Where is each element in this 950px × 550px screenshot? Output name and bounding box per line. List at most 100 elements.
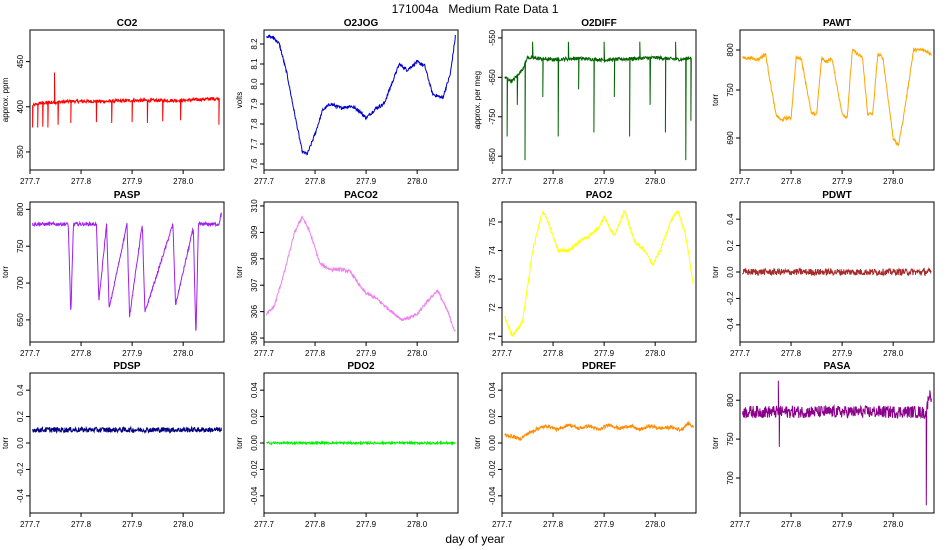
x-tick-label: 277.7: [730, 349, 751, 358]
plot-frame: [29, 372, 225, 514]
chart-title: PDSP: [113, 361, 141, 372]
x-tick-label: 277.8: [781, 520, 802, 529]
y-tick-label: 750: [16, 239, 25, 253]
x-tick-label: 277.8: [71, 177, 92, 186]
x-tick-label: 277.9: [594, 520, 615, 529]
y-tick-label: 8.1: [250, 58, 259, 70]
y-tick-label: 0.2: [726, 239, 735, 251]
series-line-pao2: [504, 209, 694, 338]
y-tick-label: -0.02: [250, 460, 259, 479]
plot-frame: [263, 201, 459, 343]
series-line-pdsp: [32, 425, 222, 435]
y-tick-label: -0.04: [488, 486, 497, 505]
x-tick-label: 277.9: [832, 349, 853, 358]
chart-panel-pao2: PAO2 torr 71 72 73 74 75 277.7 277.8 277.9 278.0: [473, 190, 697, 358]
chart-title: PASP: [114, 190, 141, 201]
plot-frame: [739, 29, 935, 171]
chart-title: CO2: [117, 18, 138, 29]
x-tick-label: 277.9: [832, 177, 853, 186]
y-tick-label: 8.2: [250, 38, 259, 50]
y-tick-label: 400: [16, 100, 25, 114]
y-tick-label: 0.02: [488, 408, 497, 424]
chart-title: PDREF: [582, 361, 616, 372]
x-tick-label: 277.7: [20, 349, 41, 358]
y-tick-label: -0.4: [726, 317, 735, 331]
x-tick-label: 277.7: [254, 349, 275, 358]
y-tick-label: 306: [250, 304, 259, 318]
y-tick-label: 0.4: [726, 213, 735, 225]
y-tick-label: 72: [488, 303, 497, 312]
plot-frame: [29, 201, 225, 343]
series-line-pdo2: [266, 440, 456, 446]
x-tick-label: 277.7: [20, 177, 41, 186]
x-tick-label: 278.0: [407, 177, 428, 186]
x-tick-label: 277.9: [356, 349, 377, 358]
x-tick-label: 277.9: [356, 177, 377, 186]
chart-panel-pdo2: PDO2 torr -0.04 -0.02 0.00 0.02 0.04 277.7 277.8…: [235, 361, 459, 529]
y-tick-label: 0.0: [16, 437, 25, 449]
x-tick-label: 278.0: [645, 349, 666, 358]
series-line-o2jog: [266, 33, 456, 156]
y-tick-label: 800: [726, 43, 735, 57]
y-tick-label: 750: [726, 83, 735, 97]
x-tick-label: 278.0: [883, 177, 904, 186]
x-tick-label: 277.9: [122, 177, 143, 186]
x-tick-label: 278.0: [173, 520, 194, 529]
series-line-pawt: [742, 47, 932, 147]
y-tick-label: 800: [726, 393, 735, 407]
chart-panel-pdref: PDREF torr -0.04 -0.02 0.00 0.02 0.04 277.7 277.…: [473, 361, 697, 529]
series-line-pasa: [742, 380, 932, 506]
y-axis-label: torr: [235, 266, 244, 278]
y-tick-label: 750: [726, 432, 735, 446]
plot-frame: [263, 29, 459, 171]
y-tick-label: 350: [16, 145, 25, 159]
y-tick-label: -0.4: [16, 488, 25, 502]
y-tick-label: 700: [16, 276, 25, 290]
x-tick-label: 277.7: [20, 520, 41, 529]
y-tick-label: 7.8: [250, 118, 259, 130]
y-axis-label: torr: [473, 437, 482, 449]
chart-panel-pdwt: PDWT torr -0.4 -0.2 0.0 0.2 0.4 277.7 277.8 277.9…: [711, 190, 935, 358]
y-tick-label: 73: [488, 274, 497, 283]
y-tick-label: -650: [488, 69, 497, 86]
plot-frame: [501, 29, 697, 171]
y-tick-label: -0.02: [488, 460, 497, 479]
x-tick-label: 278.0: [883, 349, 904, 358]
chart-panel-pdsp: PDSP torr -0.4 -0.2 0.0 0.2 0.4 277.7 277.8 277.9…: [1, 361, 225, 529]
x-tick-label: 278.0: [407, 349, 428, 358]
x-tick-label: 277.7: [730, 177, 751, 186]
x-tick-label: 277.8: [305, 349, 326, 358]
y-tick-label: 0.4: [16, 384, 25, 396]
y-tick-label: 7.9: [250, 98, 259, 110]
chart-title: PACO2: [344, 190, 378, 201]
x-tick-label: 277.7: [730, 520, 751, 529]
chart-panel-pasp: PASP torr 650 700 750 800 277.7 277.8 277.9 278.0: [1, 190, 225, 358]
y-tick-label: 309: [250, 225, 259, 239]
y-tick-label: 0.02: [250, 408, 259, 424]
y-tick-label: 0.04: [488, 382, 497, 398]
chart-panel-paco2: PACO2 torr 305 306 307 308 309 310 277.7 277.8 277…: [235, 190, 459, 358]
y-tick-label: -0.04: [250, 486, 259, 505]
y-tick-label: 71: [488, 331, 497, 340]
y-tick-label: 700: [726, 471, 735, 485]
x-tick-label: 277.8: [71, 520, 92, 529]
chart-title: PASA: [823, 361, 850, 372]
y-axis-label: torr: [235, 437, 244, 449]
y-axis-label: volts: [235, 92, 244, 108]
y-axis-label: torr: [473, 266, 482, 278]
y-axis-label: approx. ppm: [1, 77, 10, 122]
chart-title: O2DIFF: [581, 18, 617, 29]
chart-title: PAWT: [823, 18, 851, 29]
x-tick-label: 277.8: [543, 177, 564, 186]
y-tick-label: 74: [488, 246, 497, 255]
x-tick-label: 277.8: [71, 349, 92, 358]
x-tick-label: 277.9: [356, 520, 377, 529]
x-tick-label: 277.8: [305, 520, 326, 529]
y-tick-label: 7.7: [250, 138, 259, 150]
chart-title: PDWT: [822, 190, 851, 201]
x-tick-label: 278.0: [645, 520, 666, 529]
x-tick-label: 277.7: [492, 520, 513, 529]
chart-panel-pawt: PAWT torr 690 750 800 277.7 277.8 277.9 278.0: [711, 18, 935, 186]
x-tick-label: 278.0: [645, 177, 666, 186]
